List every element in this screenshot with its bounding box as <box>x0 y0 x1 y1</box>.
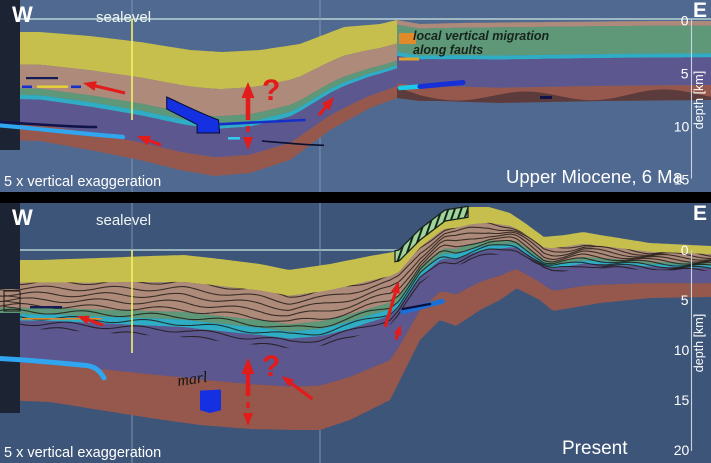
svg-text:5 x vertical exaggeration: 5 x vertical exaggeration <box>4 174 161 190</box>
svg-text:sealevel: sealevel <box>96 212 151 229</box>
svg-text:10: 10 <box>674 342 690 358</box>
svg-text:15: 15 <box>674 172 690 188</box>
svg-text:Present: Present <box>562 438 628 459</box>
svg-text:W: W <box>12 205 33 230</box>
svg-text:10: 10 <box>674 119 690 135</box>
svg-text:?: ? <box>262 74 280 107</box>
svg-text:E: E <box>693 203 707 225</box>
svg-text:15: 15 <box>674 392 690 408</box>
svg-text:5 x vertical exaggeration: 5 x vertical exaggeration <box>4 445 161 461</box>
svg-text:5: 5 <box>681 292 689 308</box>
svg-text:20: 20 <box>674 442 690 458</box>
svg-text:depth [km]: depth [km] <box>692 314 706 372</box>
svg-text:W: W <box>12 2 33 27</box>
svg-text:depth [km]: depth [km] <box>692 71 706 129</box>
svg-text:?: ? <box>262 350 280 383</box>
svg-text:0: 0 <box>681 242 689 258</box>
svg-text:Upper Miocene, 6 Ma: Upper Miocene, 6 Ma <box>506 166 684 187</box>
svg-text:local vertical migration: local vertical migration <box>413 29 550 43</box>
svg-text:sealevel: sealevel <box>96 9 151 26</box>
svg-text:E: E <box>693 0 707 22</box>
svg-text:0: 0 <box>681 13 689 29</box>
svg-text:along faults: along faults <box>413 43 483 57</box>
svg-text:5: 5 <box>681 66 689 82</box>
